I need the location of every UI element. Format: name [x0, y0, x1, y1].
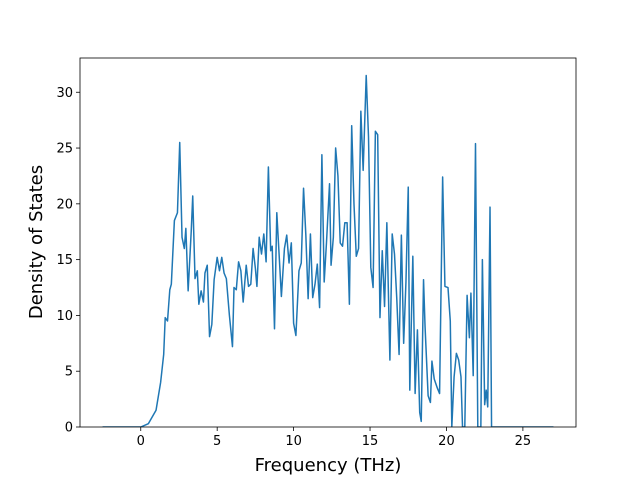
- y-tick-label: 5: [65, 365, 73, 380]
- x-tick-label: 15: [362, 434, 379, 449]
- y-tick-label: 10: [56, 309, 73, 324]
- x-axis-label: Frequency (THz): [255, 455, 402, 476]
- y-tick-label: 20: [56, 197, 73, 212]
- y-tick-label: 0: [65, 421, 73, 436]
- x-tick-label: 20: [438, 434, 455, 449]
- x-tick-label: 25: [515, 434, 532, 449]
- plot-frame: [79, 57, 577, 428]
- y-axis-label: Density of States: [26, 165, 47, 319]
- x-tick-label: 10: [285, 434, 302, 449]
- y-tick-label: 15: [56, 253, 73, 268]
- x-tick-label: 5: [213, 434, 221, 449]
- x-tick-label: 0: [137, 434, 145, 449]
- y-tick-label: 30: [56, 86, 73, 101]
- data-line: [102, 74, 554, 427]
- y-tick-label: 25: [56, 142, 73, 157]
